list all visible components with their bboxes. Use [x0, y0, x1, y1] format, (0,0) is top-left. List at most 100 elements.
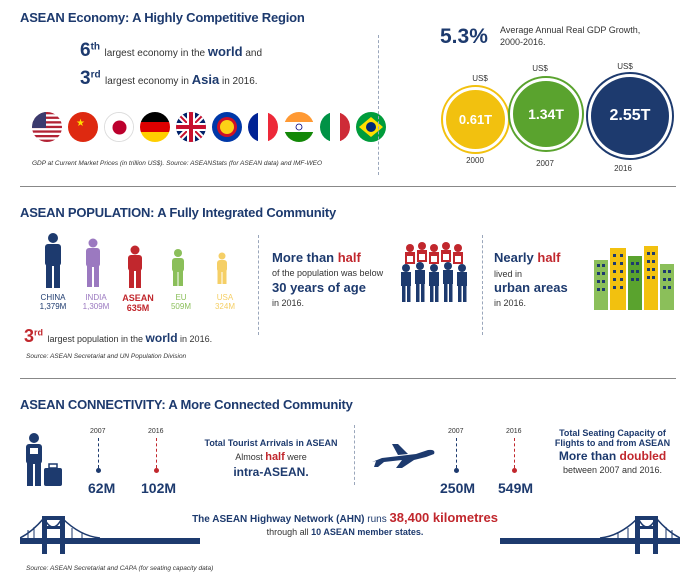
- seat-headline: More than doubled: [540, 449, 685, 463]
- urban-population-block: Nearly half lived in urban areas in 2016…: [494, 250, 594, 308]
- country: ASEAN: [122, 293, 154, 303]
- rank-number: 3: [24, 326, 35, 346]
- eu-label: EU 509M: [156, 293, 206, 311]
- urban-headline: Nearly half: [494, 250, 594, 265]
- china-person-icon: [45, 233, 61, 288]
- young-big: 30 years of age: [272, 280, 366, 295]
- usa-flag-icon: [32, 112, 62, 142]
- timeline-dot: [454, 468, 459, 473]
- timeline-line: [156, 438, 157, 468]
- asean-person-icon: [128, 245, 142, 288]
- airplane-icon: [372, 444, 435, 468]
- highway-line2-pre: through all: [266, 527, 312, 537]
- usa-person-icon: [217, 252, 227, 284]
- germany-flag-icon: [140, 112, 170, 142]
- seat-title1: Total Seating Capacity of: [559, 428, 666, 438]
- italy-flag-icon: [320, 112, 350, 142]
- gdp-2007-year: 2007: [536, 159, 554, 168]
- tourist-value-2007: 62M: [88, 480, 116, 496]
- city-buildings-icon: [594, 246, 674, 310]
- young-headline-pre: More than: [272, 250, 338, 265]
- divider: [482, 235, 483, 335]
- rank-post: in 2016.: [177, 334, 213, 344]
- value: 509M: [170, 302, 191, 311]
- growth-label-line1: Average Annual Real GDP Growth,: [500, 25, 641, 35]
- crowd-icon: [401, 242, 467, 302]
- urban-big: urban areas: [494, 280, 568, 295]
- france-flag-icon: [248, 112, 278, 142]
- rank-suffix: rd: [34, 327, 44, 338]
- value: 1,379M: [39, 302, 67, 311]
- connectivity-title: ASEAN CONNECTIVITY: A More Connected Com…: [20, 397, 353, 412]
- value: 324M: [214, 302, 235, 311]
- rank-suffix: rd: [90, 69, 101, 81]
- highway-line1: The ASEAN Highway Network (AHN) runs 38,…: [140, 510, 550, 525]
- tourist-line2-red: half: [265, 451, 285, 463]
- economy-rank-world: 6th largest economy in the world and: [80, 40, 262, 62]
- country: USA: [216, 293, 234, 302]
- young-population-block: More than half of the population was bel…: [272, 250, 412, 308]
- value: 635M: [126, 303, 150, 313]
- rank-post: in 2016.: [219, 76, 258, 87]
- population-figures: [45, 233, 227, 288]
- economy-source: GDP at Current Market Prices (in trillio…: [32, 160, 323, 167]
- timeline-dot: [154, 468, 159, 473]
- country: EU: [175, 293, 187, 302]
- seat-line4: between 2007 and 2016.: [562, 465, 663, 475]
- svg-text:★: ★: [76, 118, 85, 129]
- highway-bridge-icon: [20, 508, 680, 554]
- tourist-year-2016: 2016: [148, 428, 164, 435]
- gdp-2007-circle: 1.34T: [510, 78, 582, 150]
- tourist-block: Total Tourist Arrivals in ASEAN Almost h…: [196, 438, 346, 479]
- india-person-icon: [86, 238, 100, 287]
- gdp-2016-currency: US$: [617, 62, 633, 71]
- population-source: Source: ASEAN Secretariat and UN Populat…: [26, 353, 187, 360]
- section-divider: [20, 186, 676, 187]
- highway-pre: The ASEAN Highway Network (AHN): [192, 514, 368, 525]
- usa-label: USA 324M: [200, 293, 250, 311]
- tourist-line2-pre: Almost: [235, 452, 266, 462]
- value: 1,309M: [82, 302, 110, 311]
- population-rank: 3rd largest population in the world in 2…: [24, 326, 212, 347]
- rank-text: largest economy in the: [104, 48, 208, 59]
- india-label: INDIA 1,309M: [71, 293, 121, 311]
- highway-runs: runs: [367, 514, 390, 525]
- population-title: ASEAN POPULATION: A Fully Integrated Com…: [20, 205, 337, 220]
- highway-red: 38,400 kilometres: [389, 510, 498, 525]
- gdp-2000-currency: US$: [472, 74, 488, 83]
- brazil-flag-icon: [356, 112, 386, 142]
- traveller-icon: [26, 433, 62, 486]
- timeline-line: [514, 438, 515, 468]
- gdp-2016-circle: 2.55T: [588, 74, 672, 158]
- seat-more: More than: [558, 449, 620, 463]
- young-year: in 2016.: [272, 298, 305, 308]
- urban-line2: lived in: [494, 269, 523, 279]
- tourist-value-2016: 102M: [141, 480, 177, 496]
- highway-line2-bold: 10 ASEAN member states.: [311, 527, 424, 537]
- divider: [354, 425, 355, 485]
- eu-person-icon: [172, 249, 184, 286]
- gdp-growth-label: Average Annual Real GDP Growth, 2000-201…: [500, 24, 640, 48]
- growth-label-line2: 2000-2016.: [500, 37, 546, 47]
- rank-post: and: [242, 48, 263, 59]
- urban-headline-red: half: [537, 250, 561, 265]
- economy-title: ASEAN Economy: A Highly Competitive Regi…: [20, 10, 305, 25]
- seat-title2: Flights to and from ASEAN: [554, 438, 671, 448]
- gdp-value: 2.55T: [609, 107, 651, 124]
- uk-flag-icon: [176, 112, 206, 142]
- timeline-line: [98, 438, 99, 468]
- young-line2: of the population was below: [272, 268, 384, 278]
- china-label: CHINA 1,379M: [28, 293, 78, 311]
- divider: [258, 235, 259, 335]
- seat-year-2016: 2016: [506, 428, 522, 435]
- urban-year: in 2016.: [494, 298, 527, 308]
- divider: [378, 35, 379, 175]
- tourist-line3: intra-ASEAN.: [233, 465, 309, 479]
- rank-number: 3: [80, 68, 91, 89]
- rank-text: largest economy in: [105, 76, 192, 87]
- gdp-growth-value: 5.3%: [440, 25, 488, 48]
- asean-label: ASEAN 635M: [113, 293, 163, 313]
- country: INDIA: [85, 293, 107, 302]
- seat-red: doubled: [619, 449, 667, 463]
- japan-flag-icon: [104, 112, 134, 142]
